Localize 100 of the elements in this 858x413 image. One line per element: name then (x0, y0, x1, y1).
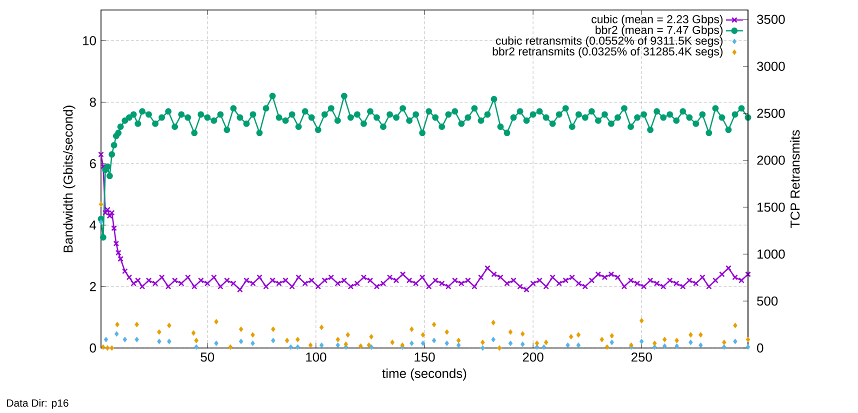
legend-label: cubic (mean = 2.23 Gbps) (592, 14, 723, 26)
point (746, 336, 750, 342)
y2-tick-label: 3500 (757, 14, 785, 24)
point (542, 344, 546, 350)
x-tick-label: 150 (414, 352, 435, 362)
point (346, 332, 350, 338)
point (698, 342, 703, 348)
y-tick-label: 6 (90, 159, 96, 168)
point (157, 338, 162, 344)
point (194, 344, 198, 350)
point (420, 332, 426, 338)
point (520, 331, 525, 337)
point (534, 340, 540, 346)
point (722, 340, 726, 346)
point (610, 340, 614, 346)
point (104, 336, 108, 342)
point (390, 340, 395, 346)
point (250, 332, 255, 338)
point (576, 332, 581, 338)
point (508, 340, 513, 346)
point (288, 344, 293, 350)
point (566, 342, 570, 348)
point (491, 336, 496, 342)
point (662, 336, 667, 342)
point (336, 342, 340, 348)
y-tick-label: 10 (83, 36, 96, 46)
point (410, 340, 414, 346)
point (480, 345, 485, 351)
y2-tick-label: 1500 (758, 202, 785, 212)
x-axis-title: time (seconds) (382, 368, 466, 381)
point (456, 342, 461, 348)
point (444, 329, 450, 335)
point (250, 340, 255, 346)
point (110, 345, 114, 351)
point (358, 343, 363, 349)
point (746, 344, 750, 350)
point (319, 324, 324, 330)
point (480, 340, 485, 346)
x-tick-label: 250 (631, 352, 652, 362)
y-tick-label: 0 (90, 343, 96, 353)
y-tick-label: 8 (90, 98, 96, 107)
point (167, 338, 172, 344)
point (444, 340, 450, 346)
point (604, 344, 610, 350)
point (544, 340, 548, 346)
point (105, 345, 110, 351)
y-axis-title: Bandwidth (Gbits/second) (63, 106, 76, 252)
x-tick-label: 100 (306, 352, 326, 362)
point (344, 341, 348, 348)
point (296, 344, 300, 350)
point (157, 329, 162, 335)
legend-label: cubic retransmits (0.0552% of 9311.5K segs) (496, 36, 723, 48)
point (733, 338, 738, 344)
point (568, 334, 574, 340)
point (228, 344, 233, 350)
point (167, 322, 172, 328)
point (214, 318, 218, 324)
point (271, 338, 276, 344)
point (194, 338, 198, 344)
y-tick-label: 2 (90, 282, 96, 292)
point (722, 344, 726, 350)
y2-axis-title: TCP Retransmits (790, 130, 800, 228)
point (308, 342, 313, 348)
point (639, 338, 644, 344)
point (491, 320, 496, 326)
point (639, 318, 644, 324)
point (369, 344, 374, 350)
point (674, 343, 679, 349)
point (688, 332, 693, 338)
y2-tick-label: 0 (757, 343, 764, 353)
point (366, 342, 372, 348)
point (214, 340, 218, 346)
point (652, 340, 657, 346)
point (122, 336, 128, 342)
point (296, 336, 300, 342)
point (134, 322, 139, 328)
point (115, 322, 120, 328)
point (688, 340, 693, 346)
y2-tick-label: 2500 (757, 108, 785, 118)
x-tick-label: 50 (200, 352, 214, 362)
point (101, 344, 106, 350)
point (284, 338, 290, 344)
point (238, 338, 244, 344)
legend-label: bbr2 retransmits (0.0325% of 31285.4K segs) (492, 47, 723, 58)
point (134, 336, 139, 342)
point (98, 219, 104, 225)
point (98, 202, 104, 208)
point (191, 330, 196, 336)
point (662, 343, 667, 349)
point (674, 338, 679, 344)
point (610, 333, 614, 339)
point (576, 342, 581, 348)
point (114, 331, 119, 337)
point (432, 322, 436, 328)
y-tick-label: 4 (90, 220, 96, 230)
point (733, 322, 738, 328)
point (336, 336, 340, 342)
point (508, 329, 513, 335)
y2-tick-label: 1000 (758, 250, 785, 259)
y2-tick-label: 2000 (757, 156, 785, 165)
